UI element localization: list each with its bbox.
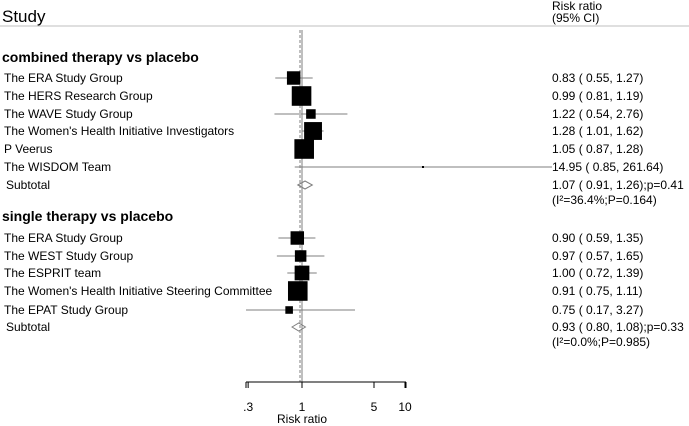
study-marker — [291, 231, 304, 244]
study-marker — [285, 306, 293, 314]
study-estimate-text: 1.22 ( 0.54, 2.76) — [552, 107, 643, 121]
study-label: The WAVE Study Group — [4, 107, 133, 121]
subtotal-estimate-text: 1.07 ( 0.91, 1.26);p=0.41 — [552, 178, 684, 192]
study-estimate-text: 1.00 ( 0.72, 1.39) — [552, 266, 643, 280]
study-estimate-text: 0.75 ( 0.17, 3.27) — [552, 303, 643, 317]
study-estimate-text: 0.91 ( 0.75, 1.11) — [552, 284, 643, 298]
study-label: The WISDOM Team — [4, 160, 111, 174]
subtotal-diamond — [292, 323, 305, 331]
study-label: The ESPRIT team — [4, 266, 101, 280]
study-estimate-text: 0.83 ( 0.55, 1.27) — [552, 71, 643, 85]
study-estimate-text: 1.28 ( 1.01, 1.62) — [552, 124, 643, 138]
study-marker — [295, 266, 310, 281]
study-marker — [288, 281, 308, 301]
study-marker — [306, 109, 316, 119]
x-axis-label: Risk ratio — [277, 412, 327, 426]
study-estimate-text: 1.05 ( 0.87, 1.28) — [552, 142, 643, 156]
study-marker — [292, 86, 312, 106]
study-label: The Women's Health Initiative Steering C… — [4, 284, 273, 298]
study-marker — [287, 71, 300, 84]
header-effect-line2: (95% CI) — [552, 11, 599, 25]
subtotal-label: Subtotal — [6, 178, 50, 192]
study-estimate-text: 0.99 ( 0.81, 1.19) — [552, 89, 643, 103]
study-estimate-text: 0.90 ( 0.59, 1.35) — [552, 231, 643, 245]
x-tick-label: .3 — [243, 400, 253, 414]
group-title: combined therapy vs placebo — [2, 49, 199, 65]
study-marker — [422, 166, 424, 168]
study-label: The HERS Research Group — [4, 89, 153, 103]
study-label: The EPAT Study Group — [4, 303, 128, 317]
x-tick-label: 10 — [398, 400, 412, 414]
study-label: The ERA Study Group — [4, 71, 123, 85]
study-label: The WEST Study Group — [4, 249, 133, 263]
chart-marks: combined therapy vs placebo The ERA Study… — [2, 30, 684, 426]
study-label: The Women's Health Initiative Investigat… — [4, 124, 234, 138]
study-label: The ERA Study Group — [4, 231, 123, 245]
study-marker — [295, 250, 307, 262]
study-estimate-text: 14.95 ( 0.85, 261.64) — [552, 160, 663, 174]
heterogeneity-text: (I²=36.4%;P=0.164) — [552, 193, 657, 207]
study-marker — [304, 122, 322, 140]
header-study: Study — [2, 7, 46, 26]
study-estimate-text: 0.97 ( 0.57, 1.65) — [552, 249, 643, 263]
subtotal-label: Subtotal — [6, 320, 50, 334]
study-label: P Veerus — [4, 142, 52, 156]
heterogeneity-text: (I²=0.0%;P=0.985) — [552, 335, 650, 349]
x-tick-label: 5 — [371, 400, 378, 414]
study-marker — [294, 139, 314, 159]
group-title: single therapy vs placebo — [2, 208, 173, 224]
subtotal-estimate-text: 0.93 ( 0.80, 1.08);p=0.33 — [552, 320, 684, 334]
